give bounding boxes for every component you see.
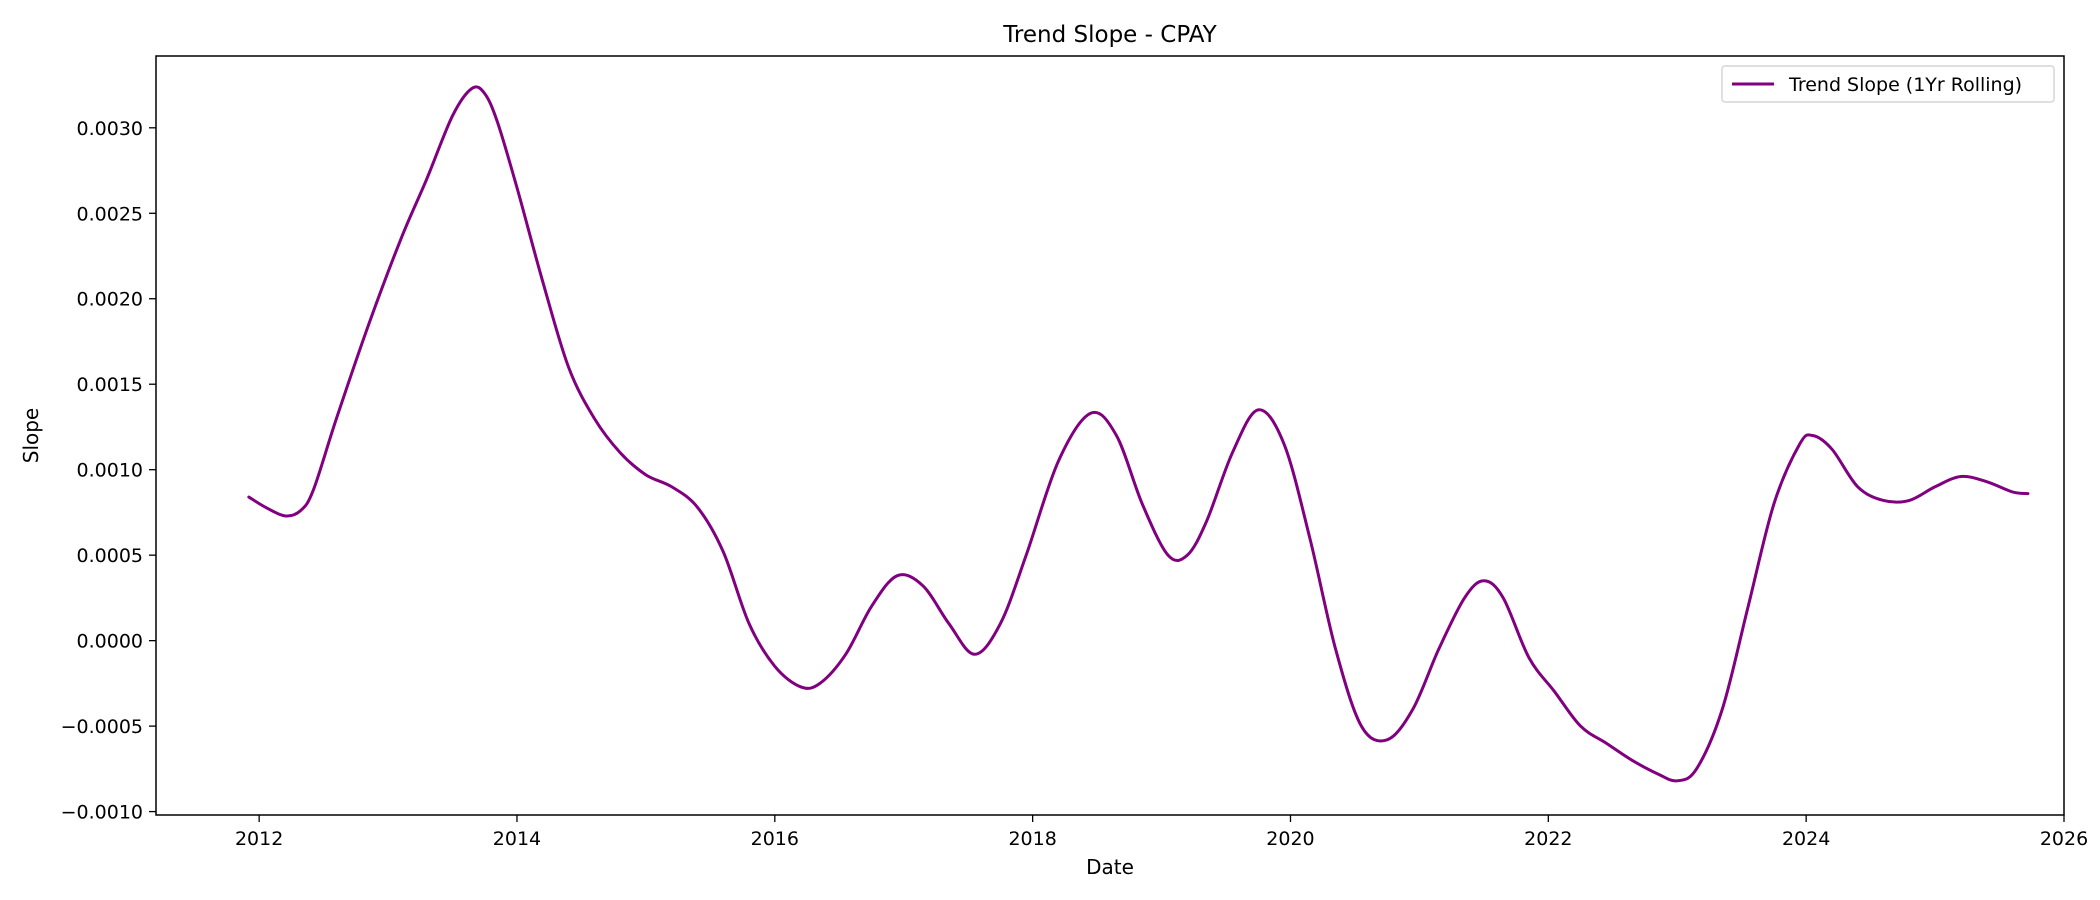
y-tick-label: 0.0020 bbox=[77, 289, 143, 311]
x-tick-label: 2014 bbox=[493, 828, 541, 850]
legend-box bbox=[1721, 65, 2055, 103]
plot-frame bbox=[155, 55, 2065, 816]
x-axis: 2012 2014 2016 2018 2020 2022 2024 2026 bbox=[235, 815, 2088, 850]
x-axis-title: Date bbox=[1086, 855, 1134, 879]
x-tick-label: 2020 bbox=[1266, 828, 1314, 850]
y-axis: −0.0010 −0.0005 0.0000 0.0005 0.0010 0.0015 0.… bbox=[61, 118, 156, 824]
x-tick-label: 2022 bbox=[1524, 828, 1572, 850]
y-tick-label: 0.0025 bbox=[77, 203, 143, 225]
y-tick-label: 0.0005 bbox=[77, 545, 143, 567]
x-tick-label: 2012 bbox=[235, 828, 283, 850]
x-tick-label: 2016 bbox=[751, 828, 799, 850]
x-tick-label: 2018 bbox=[1008, 828, 1056, 850]
x-tick-label: 2024 bbox=[1782, 828, 1830, 850]
y-tick-label: 0.0010 bbox=[77, 460, 143, 482]
y-tick-label: 0.0000 bbox=[77, 631, 143, 653]
y-tick-label: −0.0010 bbox=[61, 802, 143, 824]
legend-label: Trend Slope (1Yr Rolling) bbox=[1788, 74, 2022, 96]
y-tick-label: 0.0030 bbox=[77, 118, 143, 140]
chart-title: Trend Slope - CPAY bbox=[1002, 22, 1217, 48]
legend: Trend Slope (1Yr Rolling) bbox=[1721, 65, 2055, 103]
x-tick-label: 2026 bbox=[2040, 828, 2088, 850]
plot-area: 2012 2014 2016 2018 2020 2022 2024 2026 −0.0010… bbox=[61, 55, 2088, 850]
series-line-trend-slope bbox=[247, 85, 2030, 783]
y-axis-title: Slope bbox=[19, 408, 43, 464]
y-tick-label: −0.0005 bbox=[61, 716, 143, 738]
y-tick-label: 0.0015 bbox=[77, 374, 143, 396]
